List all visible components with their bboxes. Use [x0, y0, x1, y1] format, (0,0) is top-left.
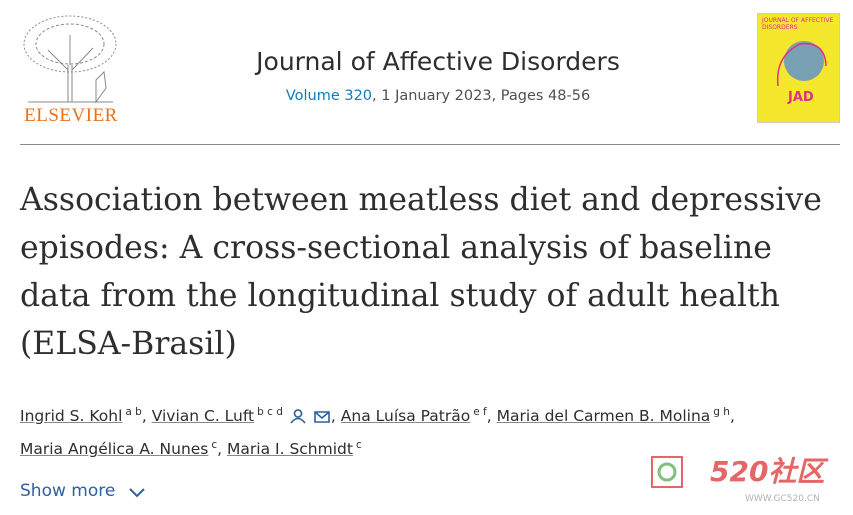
chevron-down[interactable]	[127, 485, 147, 499]
author-email-icon[interactable]	[313, 408, 331, 424]
journal-title[interactable]: Journal of Affective Disorders	[256, 47, 620, 76]
author-affiliations[interactable]: g h	[713, 406, 730, 418]
cover-logo: JAD	[788, 90, 814, 105]
author-separator: ,	[486, 407, 492, 426]
author-affiliations[interactable]: a b	[125, 406, 142, 418]
publisher-name: ELSEVIER	[24, 105, 118, 126]
author: Vivian C. Luft b c d,	[151, 406, 336, 426]
cover-art	[776, 41, 827, 87]
volume-link[interactable]: Volume 320	[285, 88, 373, 104]
show-more-label[interactable]: Show more	[20, 481, 116, 501]
watermark-text: 520社区	[710, 455, 825, 488]
author-separator: ,	[141, 407, 147, 426]
author-name[interactable]: Maria Angélica A. Nunes	[20, 440, 209, 459]
author-affiliations[interactable]: b c d	[257, 406, 283, 418]
divider	[20, 144, 840, 145]
issue-details: , 1 January 2023, Pages 48-56	[372, 88, 591, 104]
author-separator: ,	[217, 440, 223, 459]
watermark: 520社区 WWW.GC520.CN	[650, 450, 850, 510]
watermark-url: WWW.GC520.CN	[745, 494, 820, 504]
author: Ingrid S. Kohl a b,	[20, 406, 147, 426]
author-separator: ,	[729, 407, 735, 426]
author-name[interactable]: Maria del Carmen B. Molina	[496, 407, 711, 426]
publisher-logo	[23, 15, 117, 104]
article-title: Association between meatless diet and de…	[20, 182, 822, 362]
journal-cover[interactable]: JOURNAL OF AFFECTIVE DISORDERS JAD	[757, 13, 840, 123]
author-affiliations[interactable]: e f	[473, 406, 487, 418]
cover-title: JOURNAL OF AFFECTIVE DISORDERS	[762, 17, 834, 31]
author-affiliations[interactable]: c	[211, 439, 218, 452]
author-list: Ingrid S. Kohl a b, Vivian C. Luft b c d, …	[20, 398, 820, 464]
author-name[interactable]: Ana Luísa Patrão	[340, 407, 471, 426]
show-more[interactable]: Show more	[20, 481, 147, 501]
author-name[interactable]: Vivian C. Luft	[151, 407, 255, 426]
watermark-logo	[651, 456, 683, 488]
author-affiliations[interactable]: c	[355, 439, 362, 452]
author: Maria Angélica A. Nunes c,	[20, 439, 223, 459]
issue-info: Volume 320, 1 January 2023, Pages 48-56	[200, 88, 676, 104]
author: Maria del Carmen B. Molina g h,	[496, 406, 735, 426]
author: Maria I. Schmidt c	[227, 439, 362, 459]
author: Ana Luísa Patrão e f,	[340, 406, 492, 426]
author-separator: ,	[330, 407, 336, 426]
author-profile-icon[interactable]	[289, 408, 307, 424]
author-name[interactable]: Maria I. Schmidt	[227, 440, 353, 459]
author-name[interactable]: Ingrid S. Kohl	[20, 407, 123, 426]
